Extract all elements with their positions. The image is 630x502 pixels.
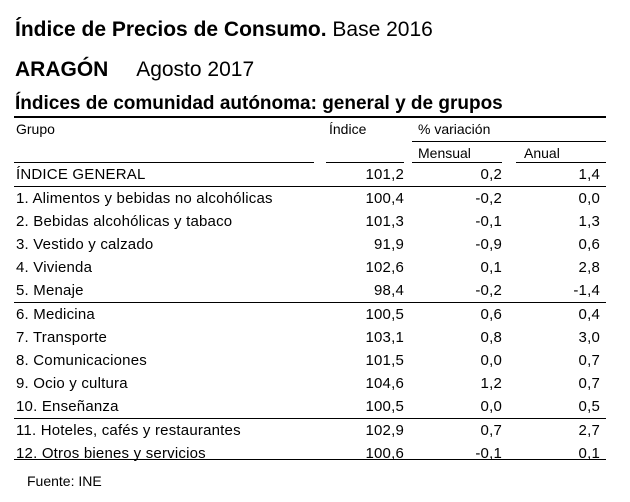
row-monthly: -0,2 [475,190,502,207]
annual-rule [516,162,606,163]
table-row: 5. Menaje 98,4 -0,2 -1,4 [14,279,606,302]
region-name: ARAGÓN [15,58,109,81]
row-name: 1. Alimentos y bebidas no alcohólicas [16,190,273,207]
row-name: 7. Transporte [16,329,107,346]
table-row: 2. Bebidas alcohólicas y tabaco 101,3 -0… [14,210,606,233]
region-period: ARAGÓN Agosto 2017 [15,58,254,82]
row-monthly: 0,6 [480,306,502,323]
col-header-monthly: Mensual [418,145,471,161]
report-title-base: Base 2016 [332,18,433,41]
col-header-index: Índice [329,121,367,137]
report-title: Índice de Precios de Consumo. Base 2016 [15,18,433,42]
variation-rule [412,141,606,142]
row-name: 10. Enseñanza [16,398,119,415]
row-annual: 0,7 [578,375,600,392]
col-header-group: Grupo [16,121,55,137]
index-table: ÍNDICE GENERAL 101,2 0,2 1,4 1. Alimento… [14,163,606,465]
row-monthly: 0,0 [480,352,502,369]
row-monthly: -0,9 [475,236,502,253]
row-monthly: 1,2 [480,375,502,392]
row-monthly: 0,1 [480,259,502,276]
table-row: 9. Ocio y cultura 104,6 1,2 0,7 [14,372,606,395]
table-row: ÍNDICE GENERAL 101,2 0,2 1,4 [14,163,606,186]
header-rule [14,116,606,118]
col-header-annual: Anual [524,145,560,161]
table-row: 12. Otros bienes y servicios 100,6 -0,1 … [14,442,606,465]
row-annual: 0,1 [578,445,600,462]
row-index: 101,5 [365,352,404,369]
row-index: 100,6 [365,445,404,462]
row-annual: -1,4 [573,282,600,299]
report-title-main: Índice de Precios de Consumo. [15,18,327,41]
row-annual: 1,4 [578,166,600,183]
source-note: Fuente: INE [27,473,102,489]
row-name: 11. Hoteles, cafés y restaurantes [16,422,241,439]
row-index: 101,2 [365,166,404,183]
row-annual: 0,4 [578,306,600,323]
row-annual: 0,7 [578,352,600,369]
row-index: 98,4 [374,282,404,299]
row-name: 4. Vivienda [16,259,93,276]
row-index: 100,4 [365,190,404,207]
table-row: 3. Vestido y calzado 91,9 -0,9 0,6 [14,233,606,256]
table-row: 10. Enseñanza 100,5 0,0 0,5 [14,395,606,418]
row-name: 12. Otros bienes y servicios [16,445,206,462]
table-row: 4. Vivienda 102,6 0,1 2,8 [14,256,606,279]
row-name: 8. Comunicaciones [16,352,147,369]
table-row: 8. Comunicaciones 101,5 0,0 0,7 [14,349,606,372]
row-index: 100,5 [365,398,404,415]
row-index: 102,6 [365,259,404,276]
table-row: 11. Hoteles, cafés y restaurantes 102,9 … [14,418,606,442]
table-subtitle: Índices de comunidad autónoma: general y… [15,93,503,114]
row-name: 2. Bebidas alcohólicas y tabaco [16,213,233,230]
row-monthly: 0,0 [480,398,502,415]
row-monthly: 0,7 [480,422,502,439]
row-name: 5. Menaje [16,282,84,299]
row-name: ÍNDICE GENERAL [16,166,146,183]
row-annual: 3,0 [578,329,600,346]
row-index: 103,1 [365,329,404,346]
col-header-variation: % variación [418,121,491,137]
table-row: 6. Medicina 100,5 0,6 0,4 [14,302,606,326]
row-name: 9. Ocio y cultura [16,375,128,392]
row-monthly: -0,1 [475,213,502,230]
row-annual: 2,7 [578,422,600,439]
row-index: 100,5 [365,306,404,323]
table-row: 7. Transporte 103,1 0,8 3,0 [14,326,606,349]
group-rule [14,162,314,163]
row-annual: 2,8 [578,259,600,276]
row-monthly: 0,8 [480,329,502,346]
row-index: 91,9 [374,236,404,253]
table-bottom-rule [14,459,606,460]
index-rule [326,162,404,163]
row-index: 101,3 [365,213,404,230]
row-annual: 0,5 [578,398,600,415]
row-monthly: -0,1 [475,445,502,462]
row-index: 104,6 [365,375,404,392]
table-row: 1. Alimentos y bebidas no alcohólicas 10… [14,186,606,210]
row-name: 6. Medicina [16,306,95,323]
row-name: 3. Vestido y calzado [16,236,154,253]
row-annual: 1,3 [578,213,600,230]
row-monthly: -0,2 [475,282,502,299]
row-annual: 0,6 [578,236,600,253]
row-annual: 0,0 [578,190,600,207]
row-index: 102,9 [365,422,404,439]
monthly-rule [412,162,502,163]
row-monthly: 0,2 [480,166,502,183]
period-label: Agosto 2017 [136,58,255,81]
